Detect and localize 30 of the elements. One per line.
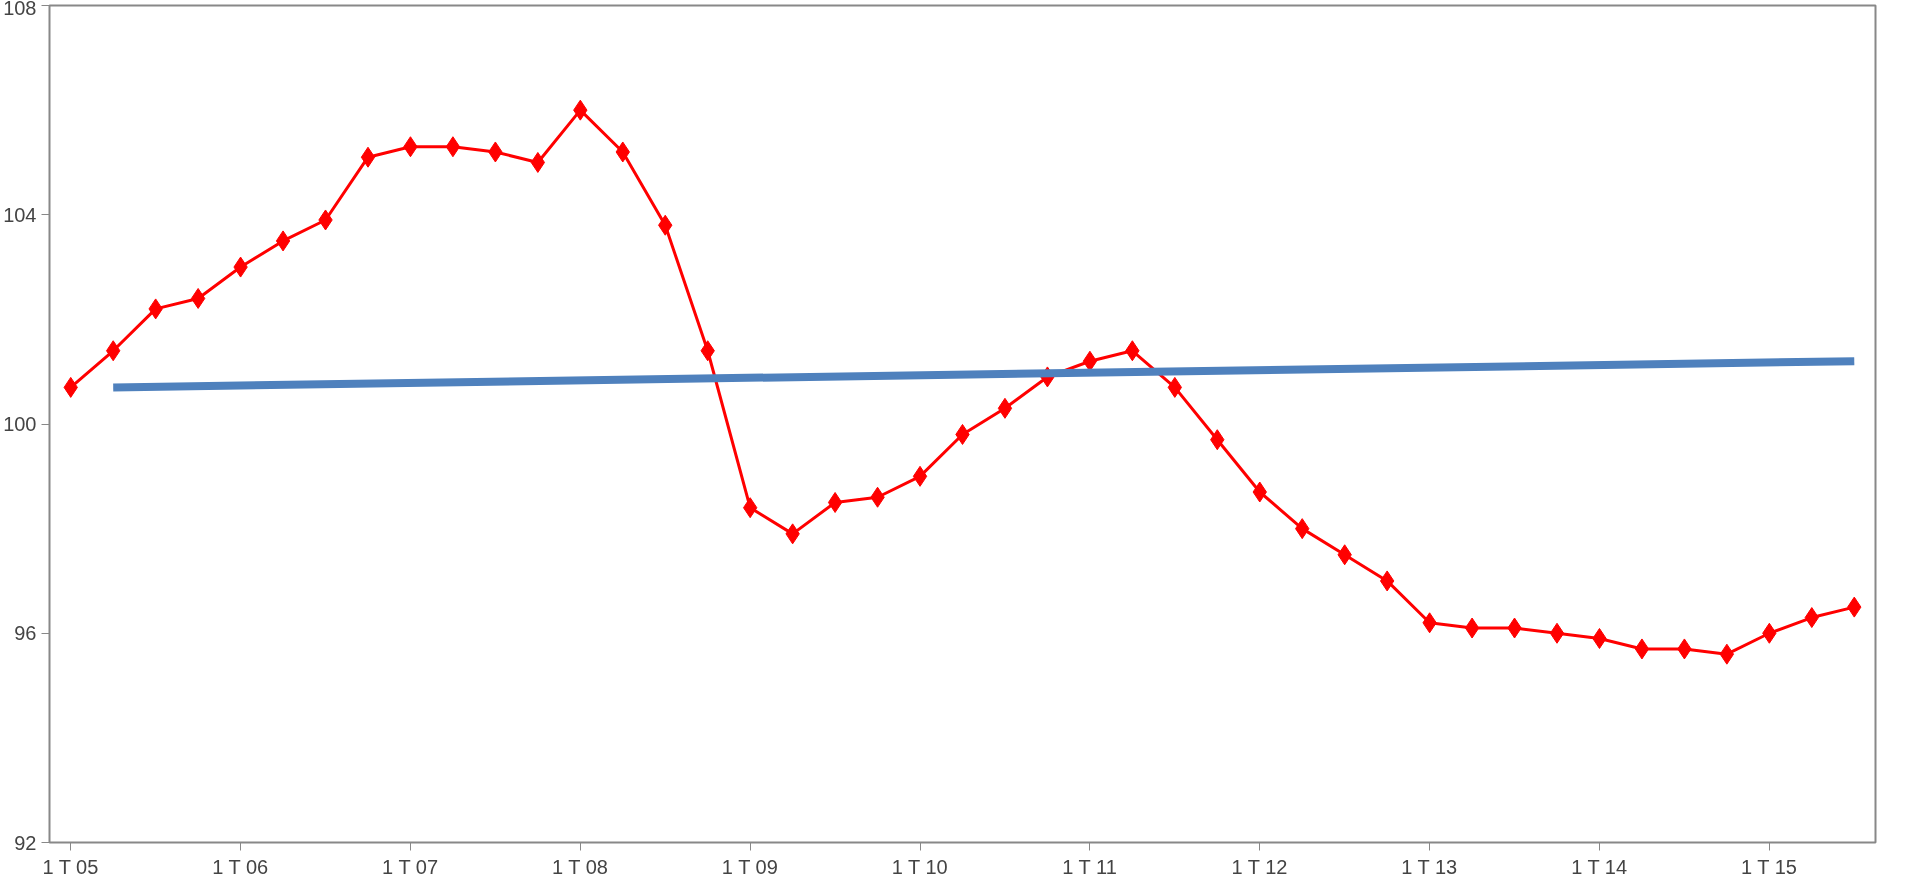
y-tick-label: 108 xyxy=(3,0,37,19)
x-tick-label: 1 T 10 xyxy=(891,855,948,878)
x-tick-label: 1 T 14 xyxy=(1571,855,1628,878)
point xyxy=(997,397,1013,419)
point xyxy=(1082,350,1098,372)
point xyxy=(912,465,928,487)
point xyxy=(530,151,546,173)
point xyxy=(1379,570,1395,592)
x-tick-label: 1 T 06 xyxy=(212,855,269,878)
point xyxy=(1634,638,1650,660)
x-tick-label: 1 T 12 xyxy=(1231,855,1288,878)
y-tick-label: 92 xyxy=(14,831,37,854)
y-tick-label: 96 xyxy=(14,622,37,645)
point xyxy=(445,136,461,158)
x-tick-label: 1 T 09 xyxy=(721,855,778,878)
x-tick-label: 1 T 05 xyxy=(42,855,99,878)
y-tick-label: 100 xyxy=(3,413,37,435)
x-tick-label: 1 T 08 xyxy=(551,855,608,878)
x-tick-label: 1 T 11 xyxy=(1062,855,1117,878)
point xyxy=(1549,622,1565,644)
x-tick-label: 1 T 15 xyxy=(1740,855,1797,878)
point xyxy=(275,230,291,252)
point xyxy=(360,146,376,168)
point xyxy=(1464,617,1480,639)
x-tick-label: 1 T 13 xyxy=(1401,855,1458,878)
point xyxy=(1719,643,1735,665)
y-tick-label: 104 xyxy=(3,203,37,226)
x-tick-label: 1 T 07 xyxy=(382,855,439,878)
point xyxy=(190,287,206,309)
point xyxy=(827,491,843,513)
